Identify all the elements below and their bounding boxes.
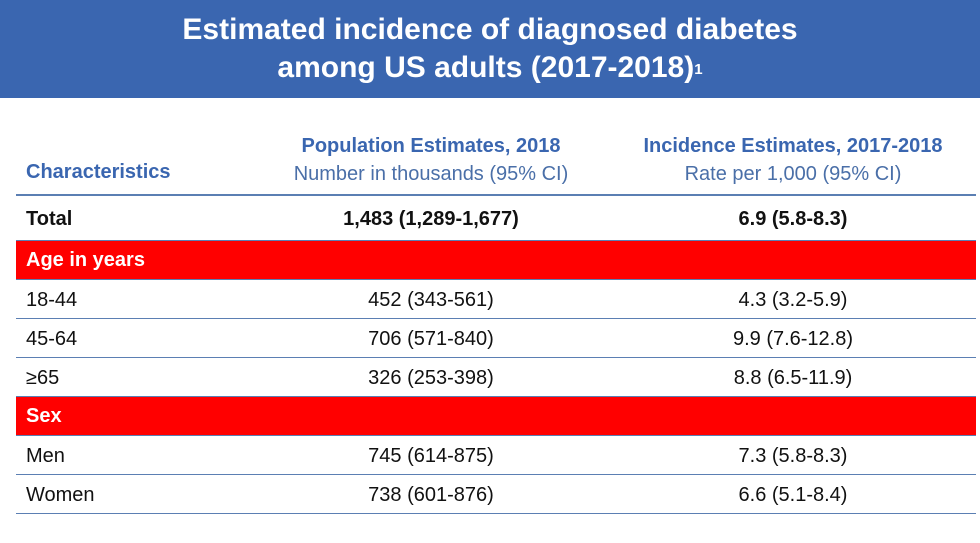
row-population: 706 (571-840): [368, 328, 494, 350]
row-label: 18-44: [26, 289, 78, 311]
header-population-subtitle: Number in thousands (95% CI): [293, 163, 569, 185]
header-population: Population Estimates, 2018 Number in tho…: [252, 132, 610, 188]
title-line-2: among US adults (2017-2018)1: [277, 49, 702, 87]
title-line-1: Estimated incidence of diagnosed diabete…: [182, 13, 798, 46]
table-row: ≥65 326 (253-398) 8.8 (6.5-11.9): [16, 358, 976, 397]
row-population: 738 (601-876): [368, 484, 494, 506]
table-row-total: Total 1,483 (1,289-1,677) 6.9 (5.8-8.3): [16, 196, 976, 241]
section-header-age: Age in years: [16, 241, 976, 280]
row-incidence: 6.9 (5.8-8.3): [738, 208, 848, 230]
header-characteristics: Characteristics: [26, 161, 171, 183]
table-header: Characteristics Population Estimates, 20…: [16, 128, 976, 196]
row-label: Total: [26, 208, 73, 230]
section-label: Age in years: [26, 249, 145, 271]
table-row: 45-64 706 (571-840) 9.9 (7.6-12.8): [16, 319, 976, 358]
row-incidence: 8.8 (6.5-11.9): [733, 367, 853, 389]
row-population: 745 (614-875): [368, 445, 494, 467]
title-line-2-text: among US adults (2017-2018): [277, 51, 695, 84]
header-incidence-subtitle: Rate per 1,000 (95% CI): [684, 163, 902, 185]
table-row: Men 745 (614-875) 7.3 (5.8-8.3): [16, 436, 976, 475]
row-label: Women: [26, 484, 95, 506]
row-population: 1,483 (1,289-1,677): [343, 208, 519, 230]
row-population: 452 (343-561): [368, 289, 494, 311]
section-header-sex: Sex: [16, 397, 976, 436]
header-incidence: Incidence Estimates, 2017-2018 Rate per …: [610, 132, 976, 188]
row-incidence: 4.3 (3.2-5.9): [738, 289, 848, 311]
row-incidence: 6.6 (5.1-8.4): [738, 484, 848, 506]
table-row: 18-44 452 (343-561) 4.3 (3.2-5.9): [16, 280, 976, 319]
table-row: Women 738 (601-876) 6.6 (5.1-8.4): [16, 475, 976, 514]
row-population: 326 (253-398): [368, 367, 494, 389]
header-incidence-title: Incidence Estimates, 2017-2018: [643, 135, 943, 157]
row-label: 45-64: [26, 328, 78, 350]
section-label: Sex: [26, 405, 62, 427]
incidence-table: Characteristics Population Estimates, 20…: [16, 128, 976, 514]
title-banner: Estimated incidence of diagnosed diabete…: [0, 0, 980, 98]
row-incidence: 9.9 (7.6-12.8): [732, 328, 854, 350]
header-population-title: Population Estimates, 2018: [301, 135, 561, 157]
footnote-marker: 1: [694, 61, 703, 78]
row-label: Men: [26, 445, 65, 467]
row-label: ≥65: [26, 367, 60, 389]
row-incidence: 7.3 (5.8-8.3): [738, 445, 848, 467]
